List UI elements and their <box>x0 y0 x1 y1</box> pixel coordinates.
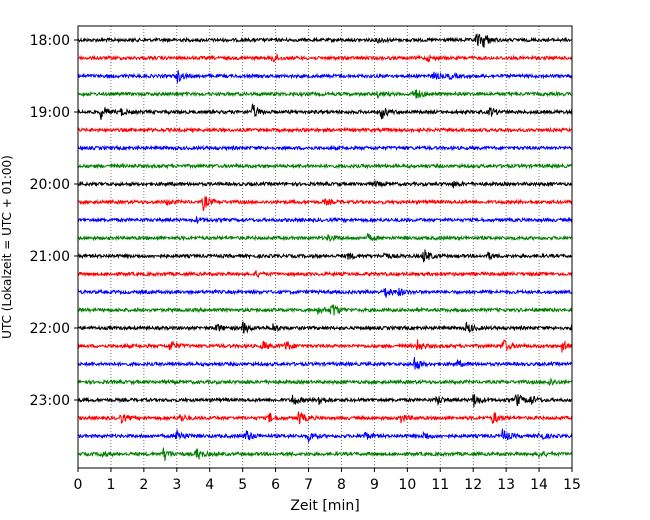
trace-2045 <box>77 233 573 242</box>
y-tick-label: 22:00 <box>30 321 70 337</box>
x-tick-label: 6 <box>271 477 280 493</box>
x-axis-ticks: 0 1 2 3 4 5 6 7 8 9 10 11 12 13 14 15 <box>74 468 581 493</box>
trace-2115 <box>77 270 573 279</box>
x-tick-label: 15 <box>563 477 581 493</box>
trace-1845 <box>77 89 573 99</box>
x-tick-label: 9 <box>370 477 379 493</box>
trace-2300 <box>77 394 573 408</box>
x-axis-label: Zeit [min] <box>290 498 359 514</box>
trace-2245 <box>77 377 573 386</box>
trace-2100 <box>77 249 573 263</box>
y-axis-ticks: 18:00 19:00 20:00 21:00 22:00 23:00 <box>30 33 78 409</box>
y-tick-label: 23:00 <box>30 393 70 409</box>
trace-1930 <box>77 144 573 152</box>
trace-2315 <box>77 411 573 425</box>
x-tick-label: 0 <box>74 477 83 493</box>
trace-2000 <box>77 180 573 189</box>
trace-2145 <box>77 304 573 316</box>
x-tick-label: 10 <box>398 477 416 493</box>
y-tick-label: 19:00 <box>30 105 70 121</box>
x-tick-label: 2 <box>139 477 148 493</box>
trace-1945 <box>77 162 573 170</box>
y-tick-label: 18:00 <box>30 33 70 49</box>
x-tick-label: 5 <box>238 477 247 493</box>
y-axis-label: UTC (Lokalzeit = UTC + 01:00) <box>0 155 14 339</box>
trace-1800 <box>77 33 573 48</box>
trace-2130 <box>77 287 573 298</box>
plot-frame <box>77 25 573 469</box>
trace-2200 <box>77 321 573 334</box>
trace-2230 <box>77 356 573 371</box>
x-tick-label: 13 <box>497 477 515 493</box>
trace-2030 <box>77 215 573 224</box>
y-tick-label: 20:00 <box>30 177 70 193</box>
seismic-traces <box>77 33 573 461</box>
trace-2215 <box>77 339 573 353</box>
trace-1815 <box>77 52 573 64</box>
trace-2345 <box>77 447 573 461</box>
trace-1830 <box>77 70 573 84</box>
x-tick-label: 8 <box>337 477 346 493</box>
x-tick-label: 1 <box>106 477 115 493</box>
trace-1900 <box>77 103 573 120</box>
x-tick-label: 12 <box>464 477 482 493</box>
x-tick-label: 14 <box>530 477 548 493</box>
x-tick-label: 11 <box>431 477 449 493</box>
x-tick-label: 7 <box>304 477 313 493</box>
trace-2330 <box>77 428 573 444</box>
x-tick-label: 3 <box>172 477 181 493</box>
trace-1915 <box>77 126 573 134</box>
trace-2015 <box>77 196 573 212</box>
x-tick-label: 4 <box>205 477 214 493</box>
y-tick-label: 21:00 <box>30 249 70 265</box>
